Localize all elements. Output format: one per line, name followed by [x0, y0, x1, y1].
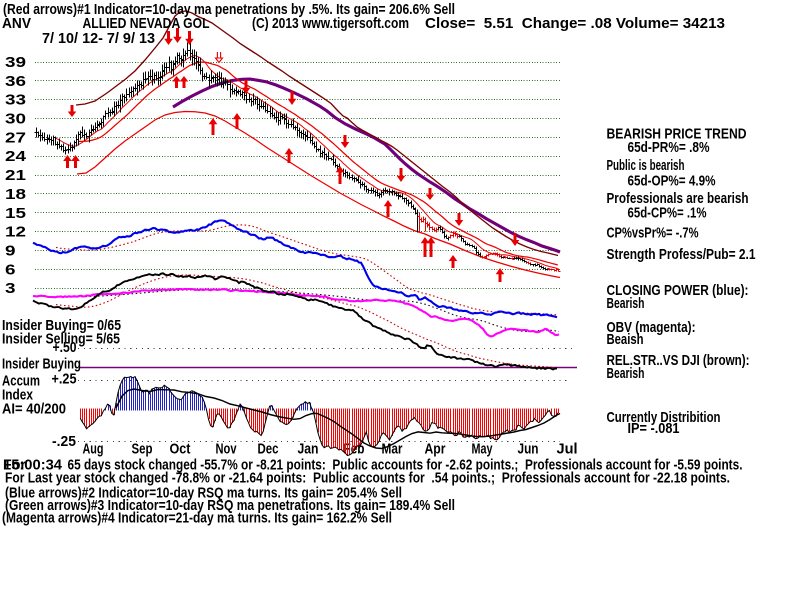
svg-text:7/ 10/ 12- 7/ 9/ 13: 7/ 10/ 12- 7/ 9/ 13	[42, 30, 155, 47]
svg-text:-.25: -.25	[52, 433, 76, 450]
svg-text:Aug: Aug	[83, 441, 104, 458]
svg-text:39: 39	[5, 54, 26, 71]
svg-text:ALLIED NEVADA GOL: ALLIED NEVADA GOL	[83, 15, 210, 32]
svg-text:Index: Index	[2, 386, 34, 403]
svg-text:36: 36	[5, 73, 26, 90]
svg-text:Jul: Jul	[557, 441, 578, 458]
svg-text:+.25: +.25	[52, 370, 77, 387]
svg-text:9: 9	[5, 242, 16, 259]
svg-text:Beaish: Beaish	[607, 331, 644, 348]
svg-text:Insider Buying= 0/65: Insider Buying= 0/65	[2, 317, 121, 334]
svg-text:65d-OP%= 4.9%: 65d-OP%= 4.9%	[628, 173, 716, 190]
svg-text:6: 6	[5, 261, 16, 278]
svg-text:65d-CP%= .1%: 65d-CP%= .1%	[628, 204, 707, 221]
svg-text:BEARISH PRICE TREND: BEARISH PRICE TREND	[607, 125, 747, 142]
svg-text:Dec: Dec	[258, 441, 279, 458]
svg-text:Apr: Apr	[425, 441, 446, 458]
svg-text:Public is bearish: Public is bearish	[607, 157, 685, 174]
svg-text:OBV (magenta):: OBV (magenta):	[607, 319, 696, 336]
svg-text:3: 3	[5, 280, 16, 297]
svg-text:IP= -.081: IP= -.081	[628, 420, 680, 437]
svg-text:Jan: Jan	[298, 441, 319, 458]
svg-text:27: 27	[5, 129, 26, 146]
svg-text:CP%vsPr%= -.7%: CP%vsPr%= -.7%	[607, 225, 699, 242]
svg-text:AI= 40/200: AI= 40/200	[2, 400, 66, 417]
svg-text:Mar: Mar	[382, 441, 403, 458]
svg-text:Oct: Oct	[170, 441, 191, 458]
svg-text:CLOSING POWER (blue):: CLOSING POWER (blue):	[607, 282, 749, 299]
svg-text:(Blue arrows)#2 Indicator=10-d: (Blue arrows)#2 Indicator=10-day RSQ ma …	[5, 485, 402, 502]
svg-text:24: 24	[5, 148, 27, 165]
svg-text:30: 30	[5, 111, 26, 128]
svg-text:Accum: Accum	[2, 372, 40, 389]
svg-text:33: 33	[5, 92, 26, 109]
svg-text:65d-PR%= .8%: 65d-PR%= .8%	[628, 139, 710, 156]
svg-text:Close= 5.51 Change= .08 Volu: Close= 5.51 Change= .08 Volume= 34213	[425, 15, 725, 32]
svg-text:Insider Buying: Insider Buying	[2, 356, 81, 373]
svg-text:15:00:34: 15:00:34	[3, 457, 63, 474]
svg-text:May: May	[472, 441, 493, 458]
svg-text:Insider Selling= 5/65: Insider Selling= 5/65	[2, 330, 120, 347]
svg-text:21: 21	[5, 167, 26, 184]
svg-text:Jun: Jun	[518, 441, 539, 458]
svg-text:For: For	[3, 457, 26, 474]
svg-text:For Last year stock changed -7: For Last year stock changed -78.8% or -2…	[5, 470, 730, 487]
svg-text:Bearish: Bearish	[607, 365, 645, 382]
svg-text:ANV: ANV	[2, 15, 31, 32]
svg-text:Nov: Nov	[216, 441, 237, 458]
svg-text:(C) 2013 www.tigersoft.com: (C) 2013 www.tigersoft.com	[252, 15, 409, 32]
svg-text:Sep: Sep	[132, 441, 153, 458]
svg-text:(Green arrows)#3 Indicator=10-: (Green arrows)#3 Indicator=10-day RSQ ma…	[5, 497, 455, 514]
svg-text:Currently Distribition: Currently Distribition	[607, 409, 721, 426]
svg-text:15: 15	[5, 205, 26, 222]
svg-text:Bearish: Bearish	[607, 295, 645, 312]
svg-text:(Red arrows)#1 Indicator=10-da: (Red arrows)#1 Indicator=10-day ma penet…	[3, 1, 455, 18]
svg-text:65 days stock changed -55.7% o: 65 days stock changed -55.7% or -8.21 po…	[68, 457, 743, 474]
svg-text:REL.STR..VS DJI (brown):: REL.STR..VS DJI (brown):	[607, 352, 750, 369]
svg-text:+.50: +.50	[53, 339, 77, 356]
svg-text:Strength Profess/Pub= 2.1: Strength Profess/Pub= 2.1	[607, 246, 756, 263]
svg-text:Professionals are bearish: Professionals are bearish	[607, 190, 749, 207]
svg-text:18: 18	[5, 186, 26, 203]
svg-text:(Magenta arrows)#4 Indicator=2: (Magenta arrows)#4 Indicator=21-day ma t…	[2, 510, 392, 527]
svg-text:12: 12	[5, 224, 26, 241]
